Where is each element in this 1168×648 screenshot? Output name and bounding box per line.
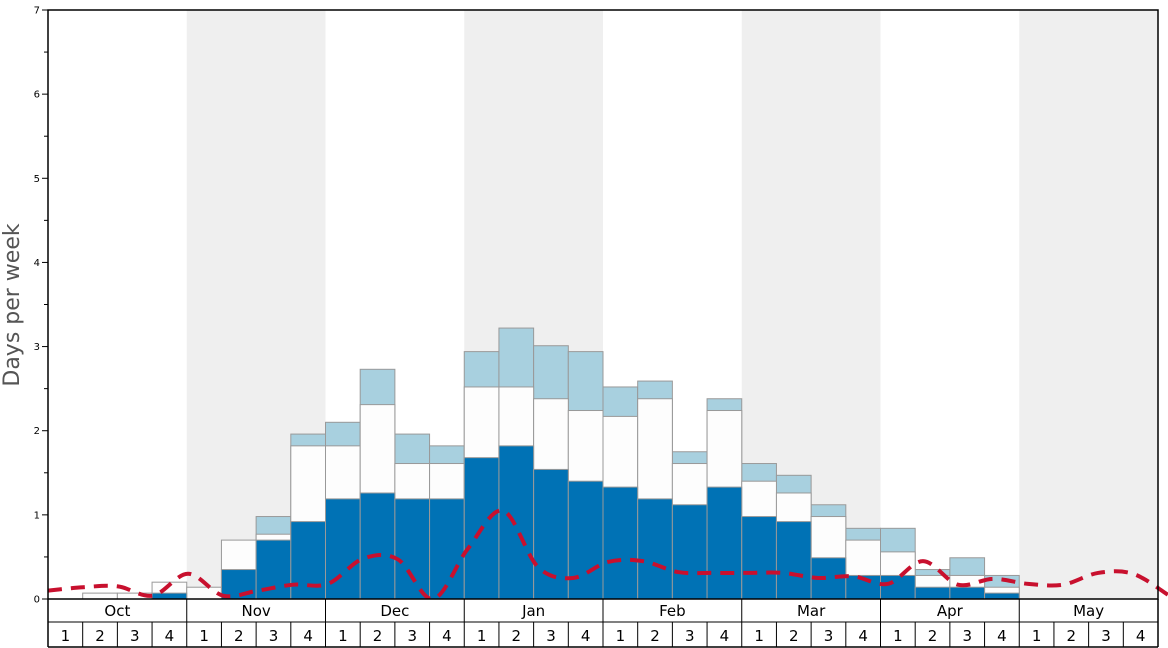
bar-dark-15 [568,481,603,599]
bar-white-1 [83,593,118,599]
week-label-apr-4: 4 [997,627,1007,645]
week-label-nov-4: 4 [303,627,313,645]
week-label-mar-2: 2 [789,627,799,645]
y-axis-label: Days per week [0,223,25,386]
bar-dark-18 [672,505,707,599]
week-label-dec-2: 2 [373,627,383,645]
week-label-may-3: 3 [1101,627,1111,645]
week-label-apr-2: 2 [928,627,938,645]
week-label-feb-1: 1 [616,627,626,645]
y-tick-label-4: 4 [34,258,40,269]
month-label-oct: Oct [104,602,130,620]
y-tick-label-1: 1 [34,510,40,521]
bar-dark-13 [499,446,534,599]
week-label-dec-1: 1 [338,627,348,645]
week-label-nov-1: 1 [199,627,209,645]
y-tick-label-5: 5 [34,174,40,185]
bar-dark-24 [881,575,916,599]
y-tick-label-2: 2 [34,426,40,437]
week-label-apr-1: 1 [893,627,903,645]
week-label-feb-3: 3 [685,627,695,645]
bar-dark-16 [603,487,638,599]
bar-white-4 [187,587,222,599]
week-label-oct-3: 3 [130,627,140,645]
y-tick-label-7: 7 [34,6,40,17]
week-label-feb-4: 4 [720,627,730,645]
week-label-dec-4: 4 [442,627,452,645]
y-tick-label-6: 6 [34,90,40,101]
y-tick-label-3: 3 [34,342,40,353]
month-label-feb: Feb [659,602,686,620]
week-label-mar-4: 4 [858,627,868,645]
week-label-jan-2: 2 [512,627,522,645]
week-label-nov-2: 2 [234,627,244,645]
week-label-oct-2: 2 [95,627,105,645]
week-label-oct-4: 4 [165,627,175,645]
week-label-mar-3: 3 [824,627,834,645]
week-label-may-4: 4 [1136,627,1146,645]
week-label-oct-1: 1 [61,627,71,645]
month-label-may: May [1073,602,1104,620]
bar-dark-9 [360,493,395,599]
week-label-mar-1: 1 [754,627,764,645]
y-tick-label-0: 0 [34,595,40,606]
month-label-jan: Jan [521,602,545,620]
month-label-mar: Mar [797,602,826,620]
bar-dark-17 [638,499,673,599]
bar-dark-3 [152,593,187,599]
month-label-dec: Dec [380,602,409,620]
week-label-may-2: 2 [1067,627,1077,645]
week-label-may-1: 1 [1032,627,1042,645]
bar-dark-27 [985,593,1020,599]
week-label-jan-3: 3 [546,627,556,645]
bar-dark-14 [534,469,569,599]
bar-dark-25 [915,587,950,599]
month-band-may [1019,10,1158,599]
bar-dark-26 [950,587,985,599]
y-axis-title: Days per week [0,223,25,386]
bar-dark-11 [430,499,465,599]
month-label-apr: Apr [937,602,964,620]
week-label-feb-2: 2 [650,627,660,645]
bar-dark-21 [776,522,811,599]
week-label-jan-1: 1 [477,627,487,645]
week-label-dec-3: 3 [407,627,417,645]
week-label-apr-3: 3 [962,627,972,645]
bar-dark-20 [742,517,777,599]
week-label-nov-3: 3 [269,627,279,645]
bar-dark-10 [395,499,430,599]
bar-dark-6 [256,540,291,599]
week-label-jan-4: 4 [581,627,591,645]
month-label-nov: Nov [241,602,270,620]
bar-dark-19 [707,487,742,599]
